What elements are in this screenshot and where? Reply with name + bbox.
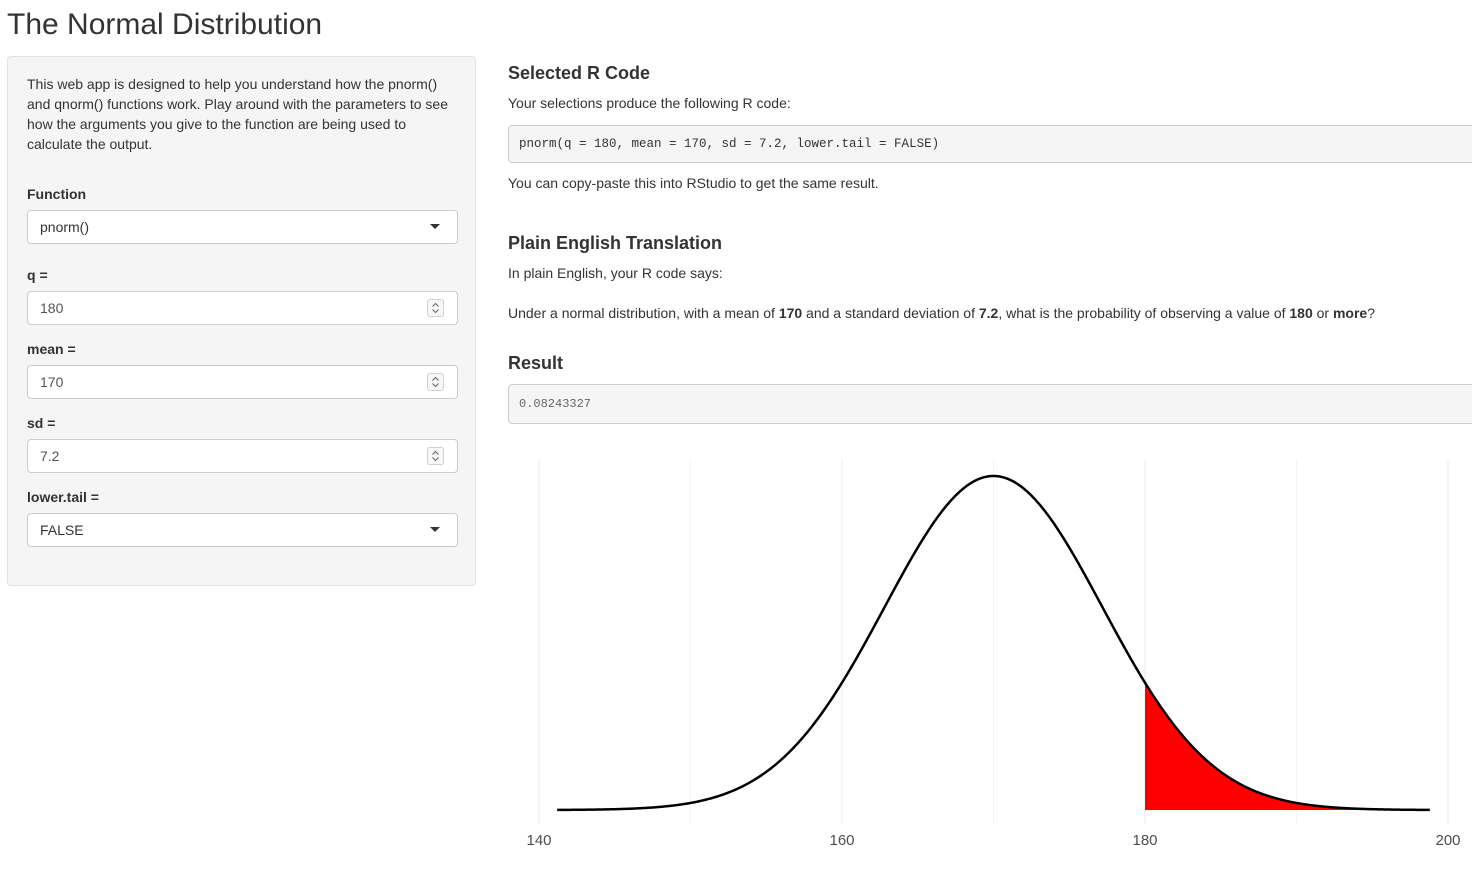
x-tick-label: 160 (829, 832, 854, 849)
plain-direction: more (1332, 305, 1368, 321)
q-input[interactable]: 180 (27, 291, 458, 325)
spinner-icon[interactable] (427, 373, 444, 391)
mean-input-value: 170 (40, 374, 64, 390)
mean-input[interactable]: 170 (27, 365, 458, 399)
x-tick-label: 140 (526, 832, 551, 849)
code-heading: Selected R Code (508, 63, 651, 83)
sd-input[interactable]: 7.2 (27, 439, 458, 473)
plain-mean-value: 170 (778, 305, 803, 321)
plain-q-value: 180 (1289, 305, 1313, 321)
plain-sd-value: 7.2 (978, 305, 999, 321)
code-intro: Your selections produce the following R … (508, 95, 791, 111)
sidebar-panel: This web app is designed to help you und… (7, 56, 476, 586)
result-output[interactable]: 0.08243327 (508, 384, 1472, 424)
sd-input-value: 7.2 (40, 448, 60, 464)
page-title: The Normal Distribution (7, 8, 323, 41)
lower-tail-select-value: FALSE (40, 522, 84, 538)
r-code-output[interactable]: pnorm(q = 180, mean = 170, sd = 7.2, low… (508, 125, 1472, 163)
function-select[interactable]: pnorm() (27, 210, 458, 244)
chevron-down-icon (430, 527, 440, 532)
code-note: You can copy-paste this into RStudio to … (508, 175, 879, 191)
x-tick-label: 180 (1132, 832, 1157, 849)
lower-tail-select[interactable]: FALSE (27, 513, 458, 547)
x-tick-label: 200 (1435, 832, 1460, 849)
density-curve (557, 474, 1430, 812)
plain-translation: Under a normal distribution, with a mean… (508, 305, 1376, 321)
sd-label: sd = (27, 415, 56, 431)
q-input-value: 180 (40, 300, 64, 316)
spinner-icon[interactable] (427, 447, 444, 465)
normal-distribution-plot: 140 160 180 200 (526, 460, 1461, 849)
function-select-value: pnorm() (40, 219, 90, 235)
result-heading: Result (508, 353, 564, 373)
intro-text: This web app is designed to help you und… (27, 76, 448, 152)
spinner-icon[interactable] (427, 299, 444, 317)
mean-label: mean = (27, 341, 76, 357)
plain-heading: Plain English Translation (508, 233, 723, 253)
chevron-down-icon (430, 224, 440, 229)
plain-intro: In plain English, your R code says: (508, 265, 723, 281)
function-label: Function (27, 186, 87, 202)
lower-tail-label: lower.tail = (27, 489, 99, 505)
shaded-tail-area (1145, 682, 1430, 810)
q-label: q = (27, 267, 48, 283)
